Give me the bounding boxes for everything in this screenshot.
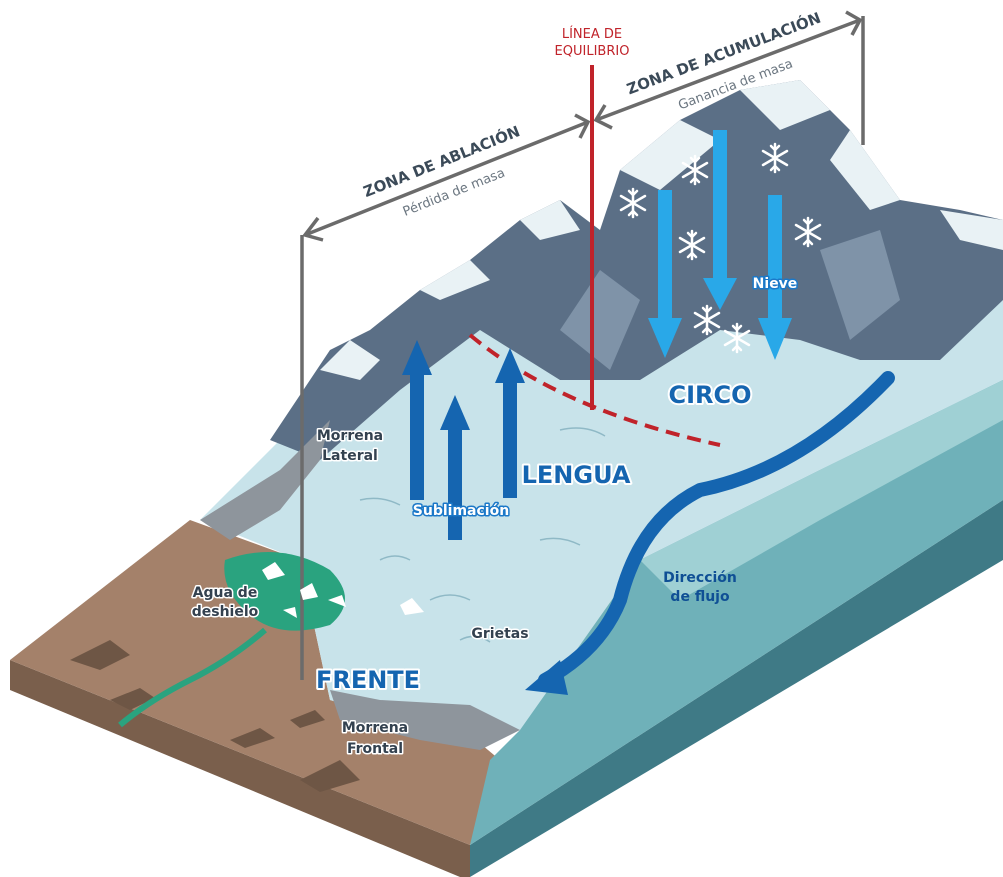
- meltwater-stream: [118, 627, 267, 728]
- label-line: Lateral: [322, 448, 378, 464]
- equilibrium-label-line: EQUILIBRIO: [555, 44, 630, 59]
- frontal-moraine-label: Morrena Frontal: [342, 720, 408, 757]
- icebergs: [262, 562, 424, 618]
- crevasses: [359, 427, 606, 643]
- label-line: Agua de: [193, 585, 258, 601]
- label-line: Morrena: [317, 428, 383, 444]
- frontal-moraine: [330, 690, 520, 750]
- ground: [10, 520, 500, 845]
- ground-rocks: [70, 640, 360, 792]
- snow-label: Nieve: [753, 276, 798, 292]
- equilibrium-label-line: LÍNEA DE: [562, 26, 622, 42]
- mountains: [270, 80, 1003, 460]
- meltwater-label: Agua de deshielo: [192, 585, 259, 620]
- ice-right-slope-light: [640, 380, 1003, 600]
- flow-arrow: [538, 371, 895, 687]
- label-line: de flujo: [670, 589, 730, 605]
- ice-side: [470, 500, 1003, 877]
- equilibrium-label: LÍNEA DE EQUILIBRIO: [555, 26, 630, 59]
- cirque-label: CIRCO: [668, 381, 751, 409]
- equilibrium-boundary: [468, 333, 721, 447]
- meltwater-lake: [224, 552, 345, 631]
- label-line: deshielo: [192, 604, 259, 620]
- crevasses-label: Grietas: [471, 626, 528, 642]
- snow-arrows: [648, 130, 792, 360]
- label-line: Dirección: [663, 570, 737, 586]
- ground-side: [10, 660, 470, 877]
- label-line: Frontal: [347, 741, 403, 757]
- lateral-moraine-label: Morrena Lateral: [317, 428, 383, 464]
- zone-dimensions: [300, 10, 865, 680]
- sublimation-label: Sublimación: [413, 503, 509, 519]
- front-label: FRENTE: [316, 666, 420, 694]
- sublimation-arrows: [402, 340, 525, 540]
- ice-right-slope: [470, 380, 1003, 845]
- flow-arrowhead: [525, 660, 568, 695]
- flow-direction-label: Dirección de flujo: [663, 570, 737, 605]
- lateral-moraine: [200, 420, 330, 540]
- tongue-label: LENGUA: [522, 461, 631, 489]
- label-line: Morrena: [342, 720, 408, 736]
- ablation-zone: ZONA DE ABLACIÓN Pérdida de masa: [360, 121, 522, 220]
